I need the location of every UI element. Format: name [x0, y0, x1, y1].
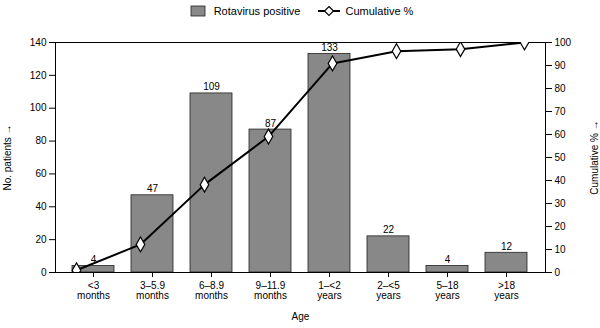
- svg-text:100: 100: [555, 37, 572, 48]
- html-text:Cumulative %: Cumulative %: [345, 5, 414, 17]
- svg-text:22: 22: [383, 224, 395, 235]
- svg-text:0: 0: [41, 267, 47, 278]
- svg-text:5–18years: 5–18years: [435, 280, 459, 301]
- svg-text:2–<5years: 2–<5years: [376, 280, 400, 301]
- svg-text:40: 40: [35, 201, 47, 212]
- svg-text:10: 10: [555, 244, 567, 255]
- svg-text:80: 80: [35, 135, 47, 146]
- svg-text:109: 109: [203, 81, 220, 92]
- svg-text:12: 12: [501, 241, 513, 252]
- svg-text:60: 60: [35, 168, 47, 179]
- svg-text:4: 4: [445, 254, 451, 265]
- svg-text:No. patients →: No. patients →: [2, 124, 13, 190]
- svg-text:3–5.9months: 3–5.9months: [136, 280, 169, 301]
- svg-text:87: 87: [265, 118, 277, 129]
- svg-text:80: 80: [555, 83, 567, 94]
- svg-text:<3months: <3months: [77, 280, 110, 301]
- svg-text:20: 20: [555, 221, 567, 232]
- svg-text:140: 140: [30, 37, 47, 48]
- svg-text:60: 60: [555, 129, 567, 140]
- svg-text:47: 47: [147, 183, 159, 194]
- svg-text:4: 4: [90, 253, 97, 265]
- svg-text:100: 100: [30, 102, 47, 113]
- svg-text:1–<2years: 1–<2years: [317, 280, 341, 301]
- svg-text:70: 70: [555, 106, 567, 117]
- svg-text:6–8.9months: 6–8.9months: [195, 280, 228, 301]
- svg-text:20: 20: [35, 234, 47, 245]
- svg-text:40: 40: [555, 175, 567, 186]
- svg-text:Age: Age: [292, 311, 310, 322]
- svg-text:50: 50: [555, 152, 567, 163]
- svg-text:0: 0: [555, 267, 561, 278]
- svg-text:30: 30: [555, 198, 567, 209]
- svg-text:>18years: >18years: [494, 280, 518, 301]
- svg-text:9–11.9months: 9–11.9months: [254, 280, 287, 301]
- svg-text:90: 90: [555, 60, 567, 71]
- svg-text:Cumulative % →: Cumulative % →: [589, 120, 600, 194]
- html-text:Rotavirus positive: Rotavirus positive: [213, 5, 301, 17]
- svg-text:133: 133: [321, 42, 338, 53]
- svg-text:120: 120: [30, 70, 47, 81]
